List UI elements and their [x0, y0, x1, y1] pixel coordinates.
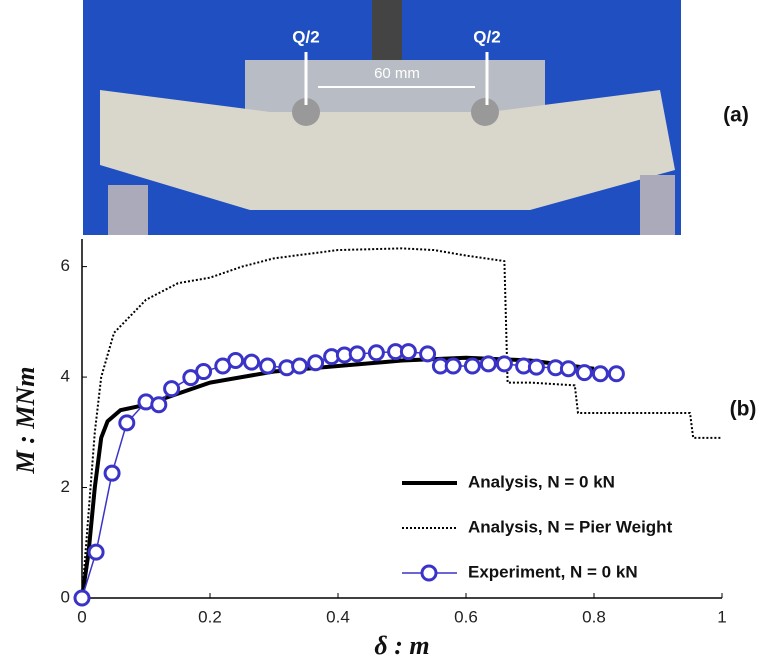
beam [100, 90, 675, 210]
marker [419, 345, 437, 363]
x-tick-label: 0.4 [326, 607, 350, 626]
series-line [81, 247, 722, 599]
y-tick-label: 6 [61, 256, 70, 275]
dimension-label: 60 mm [374, 65, 420, 82]
marker [307, 354, 325, 372]
marker [195, 363, 213, 381]
marker [259, 357, 277, 375]
marker [348, 345, 366, 363]
marker [367, 344, 385, 362]
marker [399, 343, 417, 361]
panel-label: (a) [723, 104, 749, 127]
marker [444, 357, 462, 375]
roller [471, 98, 499, 126]
legend-label: Analysis, N = Pier Weight [468, 517, 673, 536]
load-label: Q/2 [473, 27, 500, 46]
roller [292, 98, 320, 126]
marker [591, 365, 609, 383]
marker [291, 357, 309, 375]
marker [463, 357, 481, 375]
marker [227, 352, 245, 370]
x-axis-label: δ : m [374, 631, 429, 660]
y-tick-label: 2 [61, 477, 70, 496]
x-tick-label: 0 [77, 607, 86, 626]
marker [527, 358, 545, 376]
x-tick-label: 0.8 [582, 607, 606, 626]
marker [150, 396, 168, 414]
marker [479, 355, 497, 373]
marker [575, 364, 593, 382]
y-axis-label: M : MNm [11, 367, 40, 475]
marker [103, 464, 121, 482]
marker [163, 380, 181, 398]
support [108, 185, 148, 235]
panel-label: (b) [730, 398, 757, 421]
photo: Q/2 Q/2 60 mm [83, 0, 681, 235]
marker [87, 543, 105, 561]
legend-label: Analysis, N = 0 kN [468, 472, 615, 491]
load-rod [372, 0, 402, 60]
y-tick-label: 0 [61, 587, 70, 606]
marker [73, 589, 91, 607]
marker [118, 414, 136, 432]
x-tick-label: 0.2 [198, 607, 222, 626]
support [640, 175, 675, 235]
marker [607, 365, 625, 383]
legend-label: Experiment, N = 0 kN [468, 562, 638, 581]
load-label: Q/2 [292, 27, 319, 46]
y-tick-label: 4 [61, 367, 70, 386]
x-tick-label: 1 [717, 607, 726, 626]
x-tick-label: 0.6 [454, 607, 478, 626]
legend-marker [420, 564, 438, 582]
marker [495, 355, 513, 373]
marker [559, 360, 577, 378]
marker [243, 353, 261, 371]
